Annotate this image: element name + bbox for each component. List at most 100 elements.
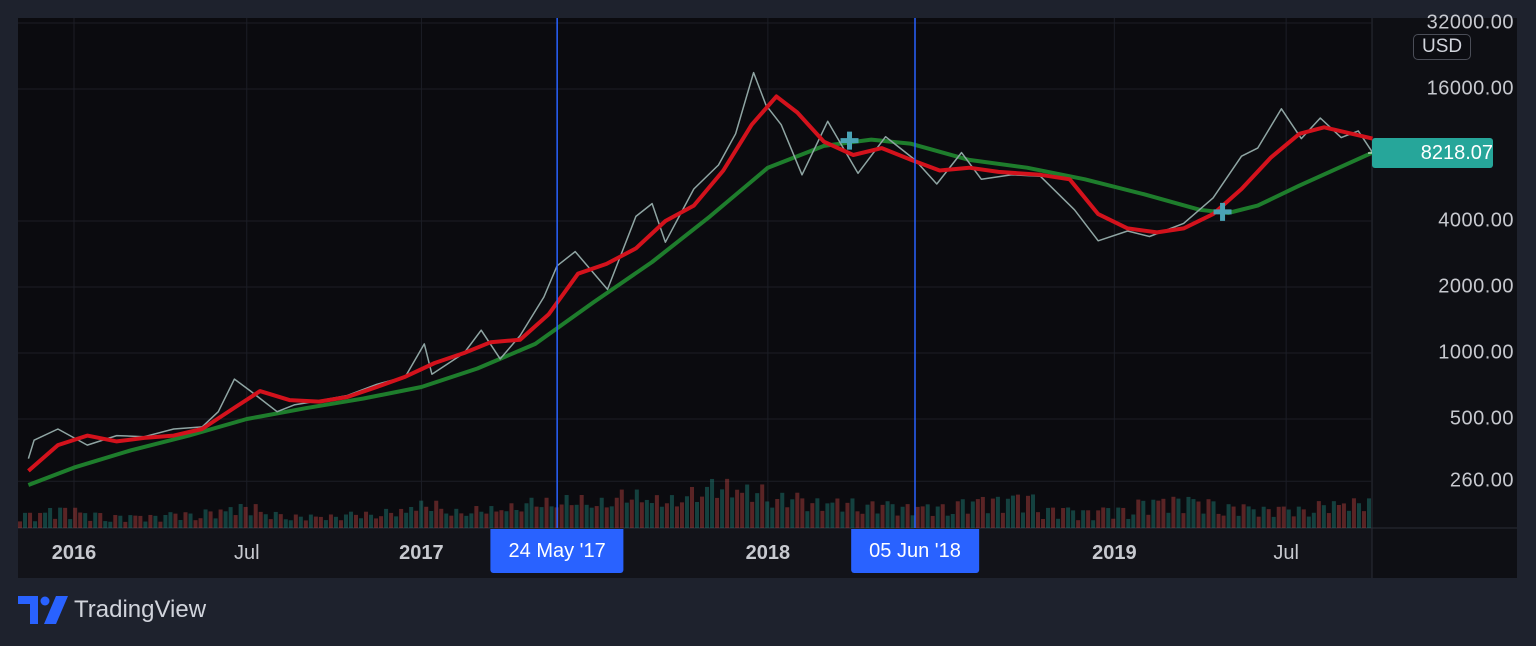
volume-bar xyxy=(1221,515,1226,528)
volume-bar xyxy=(840,511,845,528)
volume-bar xyxy=(609,506,614,528)
volume-bar xyxy=(63,507,68,528)
volume-bar xyxy=(1071,510,1076,528)
tradingview-logo-icon xyxy=(18,596,68,624)
volume-bar xyxy=(1321,505,1326,528)
volume-bar xyxy=(113,515,118,528)
volume-bar xyxy=(1061,508,1066,528)
volume-bar xyxy=(915,506,920,528)
volume-bar xyxy=(1296,506,1301,528)
volume-bar xyxy=(1301,509,1306,528)
volume-bar xyxy=(644,499,649,528)
volume-bar xyxy=(233,515,238,528)
volume-bar xyxy=(960,499,965,528)
volume-bar xyxy=(855,511,860,528)
volume-bar xyxy=(659,506,664,528)
series-ma-slow xyxy=(27,137,1374,487)
volume-bar xyxy=(143,521,148,528)
volume-bar xyxy=(1311,512,1316,528)
volume-bar xyxy=(529,497,534,528)
volume-bar xyxy=(1251,509,1256,528)
volume-bar xyxy=(469,513,474,528)
volume-bar xyxy=(990,498,995,528)
volume-bar xyxy=(755,493,760,528)
volume-bar xyxy=(303,520,308,528)
volume-bar xyxy=(569,505,574,528)
volume-bar xyxy=(434,500,439,528)
volume-bar xyxy=(870,501,875,528)
volume-bar xyxy=(925,504,930,528)
currency-badge[interactable]: USD xyxy=(1413,34,1472,60)
volume-bar xyxy=(649,503,654,528)
volume-bar xyxy=(955,501,960,528)
cross-marker-icon xyxy=(840,131,859,150)
volume-bar xyxy=(298,516,303,528)
volume-bar xyxy=(1030,494,1036,528)
volume-bar xyxy=(1171,496,1176,528)
volume-bar xyxy=(103,521,108,528)
volume-bar xyxy=(454,508,459,528)
volume-bar xyxy=(745,484,750,528)
volume-bar xyxy=(188,513,193,528)
volume-bar xyxy=(108,521,113,528)
volume-bar xyxy=(654,495,659,528)
tradingview-logo[interactable]: TradingView xyxy=(18,596,206,624)
volume-bar xyxy=(223,511,228,528)
volume-bar xyxy=(328,514,333,528)
volume-bar xyxy=(564,495,569,528)
volume-bar xyxy=(1256,516,1261,528)
volume-bar xyxy=(283,519,288,528)
volume-bar xyxy=(1176,498,1181,528)
volume-bar xyxy=(544,497,549,528)
volume-bar xyxy=(790,499,795,528)
volume-bar xyxy=(248,515,253,528)
volume-bar xyxy=(494,511,499,528)
volume-bar xyxy=(1226,504,1231,528)
volume-bar xyxy=(975,499,980,528)
volume-bar xyxy=(198,518,203,528)
volume-bar xyxy=(730,497,735,528)
last-price-label: 8218.07 xyxy=(1372,138,1493,168)
volume-bar xyxy=(404,512,409,528)
x-tick-label: 2018 xyxy=(745,542,791,564)
volume-bar xyxy=(268,519,273,528)
volume-bar xyxy=(499,510,504,528)
volume-bar xyxy=(1036,512,1041,528)
volume-bar xyxy=(459,513,464,528)
volume-bar xyxy=(514,509,519,528)
volume-bar xyxy=(33,521,38,528)
volume-bar xyxy=(1271,516,1276,528)
volume-bar xyxy=(429,510,434,528)
volume-bar xyxy=(820,510,825,528)
volume-bar xyxy=(805,511,810,528)
volume-bar xyxy=(1241,504,1246,528)
volume-bar xyxy=(173,513,178,528)
volume-bar xyxy=(629,499,634,528)
volume-bar xyxy=(213,518,218,528)
volume-bar xyxy=(48,507,53,528)
volume-bar xyxy=(1291,516,1296,528)
volume-bar xyxy=(1366,498,1371,528)
plot-area xyxy=(18,18,1372,528)
volume-bar xyxy=(359,518,364,528)
volume-bar xyxy=(1261,506,1266,528)
volume-bar xyxy=(674,506,679,528)
volume-bar xyxy=(970,501,975,528)
volume-bar xyxy=(1356,503,1361,528)
volume-bar xyxy=(880,504,885,528)
volume-bar xyxy=(770,507,775,528)
volume-bar xyxy=(1086,510,1091,528)
volume-bar xyxy=(153,515,158,528)
volume-bar xyxy=(439,508,444,528)
volume-bar xyxy=(584,504,589,528)
volume-bar xyxy=(1331,501,1336,528)
volume-bar xyxy=(800,498,805,528)
volume-bar xyxy=(293,514,298,528)
x-tick-label: 2017 xyxy=(399,542,444,564)
volume-bar xyxy=(775,499,780,528)
volume-bar xyxy=(394,516,399,528)
volume-bar xyxy=(1281,506,1286,528)
volume-bar xyxy=(910,515,915,528)
volume-bar xyxy=(449,515,454,528)
